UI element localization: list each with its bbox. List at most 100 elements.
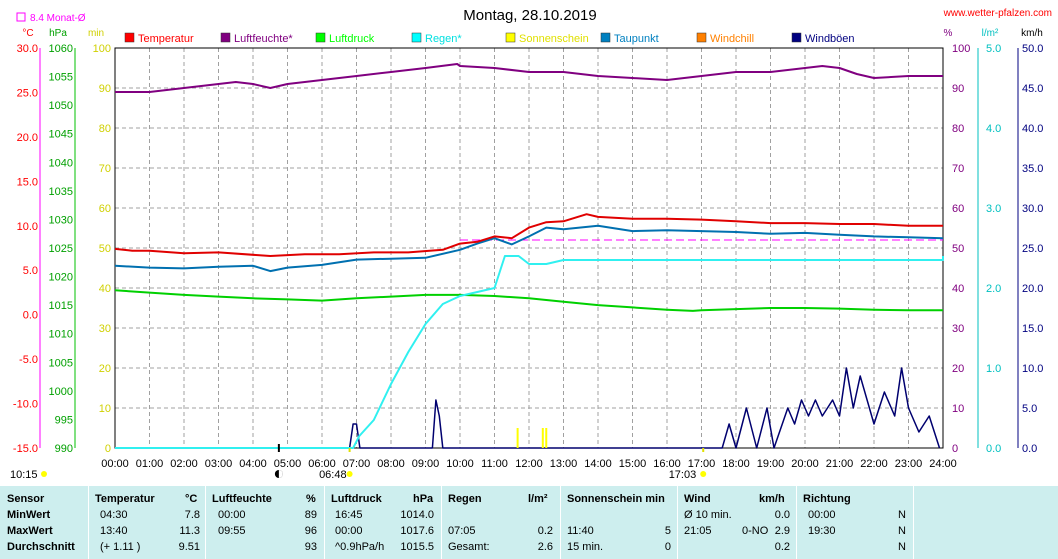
month-avg-swatch bbox=[16, 12, 26, 22]
tick-label-humidity: 10 bbox=[952, 403, 964, 415]
tick-label-pressure: 990 bbox=[55, 443, 73, 455]
tick-label-rain: 2.0 bbox=[986, 283, 1001, 295]
table-cell-temp_time: 04:30 bbox=[100, 509, 128, 521]
legend-swatch bbox=[791, 32, 802, 43]
axis-unit-temp: °C bbox=[22, 28, 33, 39]
tick-label-pressure: 1030 bbox=[49, 214, 73, 226]
tick-label-temp: 30.0 bbox=[17, 43, 38, 55]
tick-label-pressure: 1025 bbox=[49, 243, 73, 255]
tick-label-temp: -10.0 bbox=[13, 399, 38, 411]
tick-label-sun: 60 bbox=[99, 203, 111, 215]
header-sensor: Sensor bbox=[7, 493, 45, 505]
table-cell-sun: 5 bbox=[664, 525, 671, 537]
tick-label-x: 15:00 bbox=[619, 458, 647, 470]
table-cell-hum_time: 00:00 bbox=[218, 509, 246, 521]
table-cell-wind_dir: 0-NO bbox=[742, 525, 769, 537]
table-cell-dir: N bbox=[898, 509, 906, 521]
table-cell-wind_time: Ø 10 min. bbox=[684, 509, 732, 521]
table-cell-wind: 2.9 bbox=[774, 525, 790, 537]
tick-label-x: 07:00 bbox=[343, 458, 371, 470]
axis-unit-pressure: hPa bbox=[49, 28, 67, 39]
tick-label-x: 08:00 bbox=[377, 458, 405, 470]
table-cell-wind_time: 21:05 bbox=[684, 525, 712, 537]
statistics-table: Sensor Temperatur °C Luftfeuchte % Luftd… bbox=[0, 486, 1058, 559]
table-cell-hum_time: 09:55 bbox=[218, 525, 246, 537]
legend-swatch bbox=[411, 32, 422, 43]
header-wind: Wind bbox=[684, 493, 711, 505]
tick-label-wind: 0.0 bbox=[1022, 443, 1037, 455]
axis-unit-rain: l/m² bbox=[982, 28, 999, 39]
tick-label-sun: 80 bbox=[99, 123, 111, 135]
table-cell-press: 1015.5 bbox=[400, 541, 434, 553]
tick-label-x: 19:00 bbox=[757, 458, 785, 470]
tick-label-humidity: 40 bbox=[952, 283, 964, 295]
tick-label-rain: 1.0 bbox=[986, 363, 1001, 375]
legend-label: Luftdruck bbox=[329, 33, 375, 45]
table-cell-dir_time: 00:00 bbox=[808, 509, 836, 521]
tick-label-pressure: 1020 bbox=[49, 272, 73, 284]
header-rain-unit: l/m² bbox=[528, 493, 548, 505]
tick-label-humidity: 50 bbox=[952, 243, 964, 255]
tick-label-humidity: 70 bbox=[952, 163, 964, 175]
header-temperature: Temperatur bbox=[95, 493, 155, 505]
axis-unit-humidity: % bbox=[944, 28, 953, 39]
tick-label-rain: 0.0 bbox=[986, 443, 1001, 455]
tick-label-temp: 0.0 bbox=[23, 310, 38, 322]
table-cell-rain_time: 07:05 bbox=[448, 525, 476, 537]
header-direction: Richtung bbox=[803, 493, 851, 505]
tick-label-x: 23:00 bbox=[895, 458, 923, 470]
tick-label-wind: 25.0 bbox=[1022, 243, 1043, 255]
current-time-icon bbox=[41, 471, 47, 477]
table-cell-wind: 0.0 bbox=[774, 509, 790, 521]
tick-label-pressure: 1015 bbox=[49, 300, 73, 312]
tick-label-temp: 5.0 bbox=[23, 265, 38, 277]
table-cell-press: 1017.6 bbox=[400, 525, 434, 537]
tick-label-sun: 100 bbox=[93, 43, 111, 55]
tick-label-pressure: 1010 bbox=[49, 329, 73, 341]
table-cell-rain_time: Gesamt: bbox=[448, 541, 490, 553]
tick-label-pressure: 1055 bbox=[49, 72, 73, 84]
table-cell-sun_time: 15 min. bbox=[567, 541, 604, 553]
tick-label-x: 06:00 bbox=[308, 458, 336, 470]
sunset-icon bbox=[700, 471, 707, 477]
chart-title: Montag, 28.10.2019 bbox=[463, 7, 596, 24]
table-cell-label: MinWert bbox=[7, 509, 51, 521]
tick-label-x: 20:00 bbox=[791, 458, 819, 470]
tick-label-temp: 10.0 bbox=[17, 221, 38, 233]
header-pressure: Luftdruck bbox=[331, 493, 382, 505]
tick-label-x: 00:00 bbox=[101, 458, 129, 470]
tick-label-pressure: 1000 bbox=[49, 386, 73, 398]
tick-label-pressure: 1060 bbox=[49, 43, 73, 55]
legend-swatch bbox=[220, 32, 231, 43]
tick-label-rain: 4.0 bbox=[986, 123, 1001, 135]
tick-label-pressure: 1035 bbox=[49, 186, 73, 198]
tick-label-humidity: 20 bbox=[952, 363, 964, 375]
tick-label-pressure: 995 bbox=[55, 414, 73, 426]
header-pressure-unit: hPa bbox=[413, 493, 434, 505]
tick-label-wind: 50.0 bbox=[1022, 43, 1043, 55]
tick-label-temp: -5.0 bbox=[19, 354, 38, 366]
tick-label-temp: 20.0 bbox=[17, 132, 38, 144]
weather-chart: Montag, 28.10.2019 www.wetter-pfalzen.com… bbox=[10, 7, 1052, 481]
series-humidity bbox=[115, 63, 943, 93]
tick-label-sun: 0 bbox=[105, 443, 111, 455]
table-cell-dir_time: 19:30 bbox=[808, 525, 836, 537]
table-cell-hum: 96 bbox=[304, 525, 317, 537]
tick-label-humidity: 90 bbox=[952, 83, 964, 95]
header-humidity: Luftfeuchte bbox=[212, 493, 272, 505]
tick-label-wind: 20.0 bbox=[1022, 283, 1043, 295]
tick-label-wind: 45.0 bbox=[1022, 83, 1043, 95]
tick-label-x: 10:00 bbox=[446, 458, 474, 470]
current-time: 10:15 bbox=[10, 469, 38, 481]
header-humidity-unit: % bbox=[306, 493, 316, 505]
table-cell-temp: 11.3 bbox=[179, 525, 200, 537]
table-cell-hum: 89 bbox=[304, 509, 317, 521]
tick-label-x: 05:00 bbox=[274, 458, 302, 470]
tick-label-x: 12:00 bbox=[515, 458, 543, 470]
tick-label-rain: 5.0 bbox=[986, 43, 1001, 55]
tick-label-x: 22:00 bbox=[860, 458, 888, 470]
tick-label-humidity: 80 bbox=[952, 123, 964, 135]
tick-label-x: 17:00 bbox=[688, 458, 716, 470]
tick-label-x: 21:00 bbox=[826, 458, 854, 470]
table-cell-press: 1014.0 bbox=[400, 509, 434, 521]
